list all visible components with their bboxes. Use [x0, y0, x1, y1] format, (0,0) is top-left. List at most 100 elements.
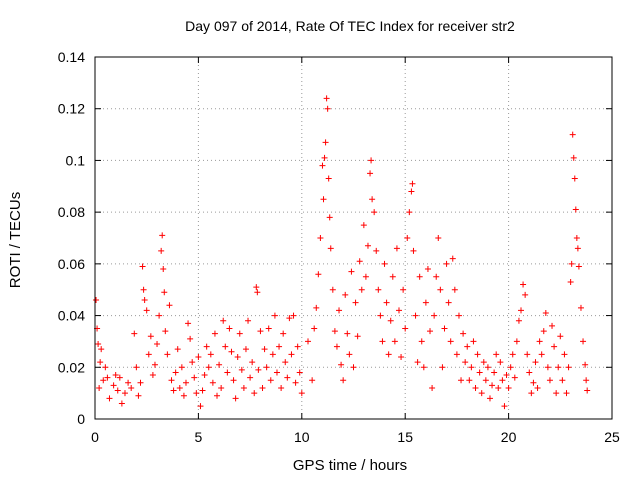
- data-point: [503, 372, 510, 379]
- data-point: [486, 395, 493, 402]
- x-axis-label: GPS time / hours: [293, 457, 407, 474]
- data-point: [338, 361, 345, 368]
- plot-frame: [94, 56, 613, 420]
- data-point: [288, 351, 295, 358]
- data-point: [205, 364, 212, 371]
- data-point: [247, 374, 254, 381]
- data-point: [431, 312, 438, 319]
- data-point: [528, 390, 535, 397]
- data-point: [387, 317, 394, 324]
- data-point: [226, 325, 233, 332]
- data-point: [319, 162, 326, 169]
- data-point: [214, 392, 221, 399]
- data-point: [580, 338, 587, 345]
- data-point: [368, 157, 375, 164]
- data-point: [195, 353, 202, 360]
- data-point: [298, 390, 305, 397]
- data-point: [102, 364, 109, 371]
- data-point: [324, 105, 331, 112]
- data-point: [536, 338, 543, 345]
- data-point: [201, 372, 208, 379]
- data-point: [311, 325, 318, 332]
- data-point: [203, 343, 210, 350]
- data-point: [362, 273, 369, 280]
- data-point: [170, 387, 177, 394]
- data-point: [505, 384, 512, 391]
- data-point: [571, 175, 578, 182]
- data-point: [131, 330, 138, 337]
- data-point: [544, 364, 551, 371]
- data-point: [329, 286, 336, 293]
- data-point: [515, 317, 522, 324]
- y-axis-label: ROTI / TECUs: [7, 192, 24, 288]
- data-point: [375, 286, 382, 293]
- data-point: [96, 384, 103, 391]
- data-point: [577, 304, 584, 311]
- data-point: [254, 289, 261, 296]
- data-point: [218, 384, 225, 391]
- data-point: [180, 392, 187, 399]
- data-point: [154, 341, 161, 348]
- data-point: [364, 242, 371, 249]
- data-point: [542, 309, 549, 316]
- y-tick-label: 0: [77, 411, 85, 427]
- data-point: [156, 312, 163, 319]
- data-point: [273, 369, 280, 376]
- data-point: [238, 366, 245, 373]
- data-point: [321, 154, 328, 161]
- data-point: [458, 377, 465, 384]
- data-point: [451, 286, 458, 293]
- data-point: [555, 364, 562, 371]
- data-point: [354, 333, 361, 340]
- data-point: [236, 330, 243, 337]
- data-point: [393, 245, 400, 252]
- data-point: [540, 328, 547, 335]
- data-point: [553, 390, 560, 397]
- data-point: [112, 372, 119, 379]
- data-point: [245, 317, 252, 324]
- data-point: [249, 359, 256, 366]
- data-point: [468, 364, 475, 371]
- data-point: [135, 392, 142, 399]
- data-point: [464, 343, 471, 350]
- data-point: [348, 268, 355, 275]
- data-point: [326, 214, 333, 221]
- data-point: [350, 364, 357, 371]
- data-point: [121, 390, 128, 397]
- x-tick-label: 0: [91, 429, 99, 445]
- data-point: [391, 338, 398, 345]
- data-point: [443, 260, 450, 267]
- data-point: [453, 351, 460, 358]
- data-point: [567, 278, 574, 285]
- data-point: [480, 359, 487, 366]
- data-point: [162, 328, 169, 335]
- data-point: [253, 284, 260, 291]
- data-point: [584, 387, 591, 394]
- x-tick-label: 5: [195, 429, 203, 445]
- data-point: [344, 330, 351, 337]
- data-point: [414, 359, 421, 366]
- data-point: [422, 299, 429, 306]
- data-point: [251, 390, 258, 397]
- data-point: [427, 328, 434, 335]
- data-point: [509, 351, 516, 358]
- data-point: [574, 245, 581, 252]
- data-point: [565, 364, 572, 371]
- data-point: [257, 328, 264, 335]
- data-point: [549, 322, 556, 329]
- y-tick-label: 0.12: [58, 101, 85, 117]
- data-point: [557, 333, 564, 340]
- data-point: [400, 286, 407, 293]
- data-point: [182, 379, 189, 386]
- data-point: [573, 235, 580, 241]
- data-point: [507, 364, 514, 371]
- data-point: [259, 384, 266, 391]
- x-tick-label: 20: [501, 429, 517, 445]
- data-point: [561, 351, 568, 358]
- data-point: [168, 377, 175, 384]
- y-tick-label: 0.1: [66, 152, 86, 168]
- data-point: [296, 369, 303, 376]
- data-point: [137, 379, 144, 386]
- data-point: [323, 95, 330, 102]
- data-point: [164, 351, 171, 358]
